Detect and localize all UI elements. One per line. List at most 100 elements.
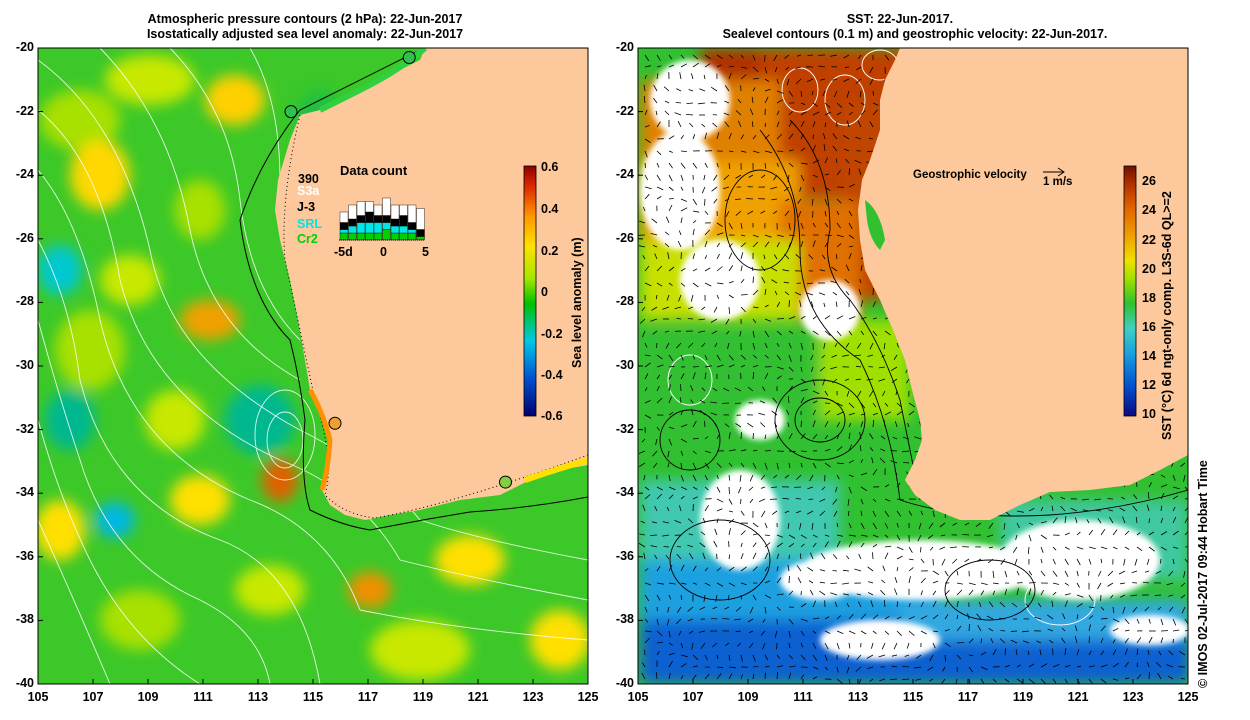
velocity-arrow <box>728 432 731 440</box>
velocity-arrow <box>896 555 903 560</box>
velocity-arrow <box>748 630 754 634</box>
velocity-arrow <box>962 534 970 536</box>
velocity-arrow <box>674 306 682 310</box>
velocity-arrow <box>668 494 674 500</box>
velocity-arrow <box>795 254 802 260</box>
velocity-arrow <box>836 315 844 320</box>
velocity-arrow <box>1076 570 1079 577</box>
velocity-arrow <box>773 474 778 479</box>
velocity-arrow <box>642 330 646 338</box>
velocity-arrow <box>716 462 722 468</box>
lon-tick-label: 121 <box>467 690 489 704</box>
velocity-arrow <box>788 534 796 539</box>
velocity-arrow <box>883 342 886 350</box>
velocity-arrow <box>698 318 706 321</box>
velocity-arrow <box>656 641 663 644</box>
velocity-arrow <box>844 378 850 381</box>
velocity-arrow <box>896 630 902 636</box>
velocity-arrow <box>848 222 853 230</box>
velocity-arrow <box>819 498 826 503</box>
velocity-arrow <box>1082 509 1090 512</box>
velocity-arrow <box>664 330 670 333</box>
velocity-arrow <box>724 85 730 92</box>
velocity-arrow <box>980 666 988 671</box>
velocity-arrow <box>830 366 838 370</box>
velocity-arrow <box>692 654 699 660</box>
data-count-bar <box>399 232 408 241</box>
velocity-arrow <box>1135 516 1138 524</box>
sst-cb-tick: 26 <box>1142 174 1156 188</box>
velocity-arrow <box>668 438 673 446</box>
velocity-arrow <box>1112 639 1116 644</box>
velocity-arrow <box>1172 638 1174 644</box>
velocity-arrow <box>884 630 890 635</box>
velocity-arrow <box>824 666 829 671</box>
velocity-arrow <box>692 62 700 68</box>
velocity-arrow <box>884 545 892 548</box>
velocity-arrow <box>776 671 779 680</box>
sla-cb-tick: -0.2 <box>541 327 563 341</box>
velocity-arrow <box>1134 558 1138 566</box>
velocity-arrow <box>784 253 790 260</box>
velocity-arrow <box>800 543 805 548</box>
velocity-arrow <box>784 291 790 296</box>
velocity-arrow <box>1110 594 1114 599</box>
lat-tick-label: -28 <box>615 294 634 309</box>
velocity-arrow <box>1147 649 1150 656</box>
velocity-arrow <box>638 462 646 468</box>
velocity-arrow <box>788 234 795 237</box>
velocity-arrow <box>656 174 661 181</box>
data-count-bar <box>339 222 349 230</box>
velocity-arrow <box>1040 663 1048 668</box>
velocity-arrow <box>810 301 814 308</box>
velocity-arrow <box>716 666 724 669</box>
velocity-arrow <box>1100 558 1103 564</box>
velocity-arrow <box>664 110 670 116</box>
velocity-arrow <box>748 486 754 491</box>
velocity-arrow <box>975 522 982 527</box>
velocity-arrow <box>950 546 958 548</box>
lon-tick-label: 113 <box>247 690 269 704</box>
velocity-arrow <box>812 534 818 538</box>
velocity-arrow <box>728 65 734 68</box>
velocity-arrow <box>740 265 743 272</box>
velocity-arrow <box>728 265 734 272</box>
velocity-arrow <box>776 162 779 167</box>
velocity-arrow <box>1010 639 1018 644</box>
velocity-arrow <box>860 300 864 308</box>
sst-cb-tick: 10 <box>1142 407 1156 421</box>
sst-cb-tick: 24 <box>1142 203 1156 217</box>
velocity-arrow <box>988 601 994 608</box>
velocity-arrow <box>896 616 902 620</box>
data-count-bar <box>399 204 408 216</box>
velocity-arrow <box>908 410 915 416</box>
velocity-arrow <box>680 198 687 202</box>
velocity-arrow <box>680 162 686 169</box>
lat-tick-label: -36 <box>615 548 634 563</box>
sla-colorbar <box>523 165 537 417</box>
velocity-arrow <box>787 522 790 529</box>
lon-tick-label: 119 <box>1012 690 1034 704</box>
velocity-arrow <box>866 654 874 659</box>
velocity-arrow <box>788 672 792 680</box>
velocity-arrow <box>820 553 826 560</box>
left-title-line2: Isostatically adjusted sea level anomaly… <box>146 27 464 41</box>
velocity-arrow <box>920 510 924 516</box>
velocity-arrow <box>902 666 910 668</box>
velocity-arrow <box>668 594 672 600</box>
velocity-arrow <box>896 482 901 488</box>
velocity-arrow <box>761 174 766 179</box>
velocity-arrow <box>917 534 922 542</box>
velocity-arrow <box>716 253 720 260</box>
velocity-arrow <box>740 134 744 140</box>
data-count-bar <box>348 204 357 220</box>
sst-cb-tick: 22 <box>1142 233 1156 247</box>
land-mass <box>275 48 588 520</box>
velocity-arrow <box>884 54 890 61</box>
velocity-arrow <box>843 78 850 82</box>
data-count-chart <box>339 197 425 241</box>
velocity-arrow <box>1088 650 1092 656</box>
velocity-arrow <box>800 315 806 320</box>
lat-tick-label: -30 <box>615 358 634 372</box>
velocity-arrow <box>1157 672 1162 680</box>
